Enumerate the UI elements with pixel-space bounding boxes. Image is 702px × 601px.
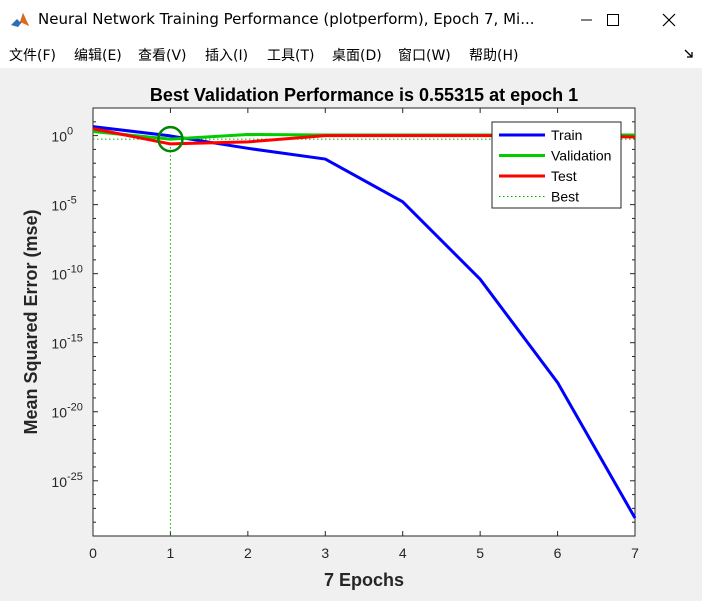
menu-edit[interactable]: 编辑(E) <box>74 48 122 64</box>
y-tick-label: 10 <box>51 129 67 145</box>
menu-desktop[interactable]: 桌面(D) <box>332 48 382 64</box>
menu-tools[interactable]: 工具(T) <box>267 48 315 64</box>
x-tick-label: 6 <box>554 545 562 561</box>
x-tick-label: 5 <box>476 545 484 561</box>
y-tick-exponent: -15 <box>67 333 83 345</box>
y-tick-label: 10 <box>51 405 67 421</box>
y-tick-exponent: -5 <box>67 195 77 207</box>
legend: Train Validation Test Best <box>491 121 622 209</box>
y-tick-label: 10 <box>51 267 67 283</box>
menu-bar: 文件(F) 编辑(E) 查看(V) 插入(I) 工具(T) 桌面(D) 窗口(W… <box>0 40 702 68</box>
legend-label: Test <box>551 168 577 184</box>
minimize-button[interactable] <box>564 0 610 40</box>
chart-title: Best Validation Performance is 0.55315 a… <box>150 85 578 105</box>
y-tick-exponent: 0 <box>67 126 73 138</box>
y-tick-label: 10 <box>51 198 67 214</box>
legend-label: Best <box>551 189 579 205</box>
close-button[interactable] <box>646 0 692 40</box>
minimize-icon <box>581 19 592 21</box>
y-tick-label: 10 <box>51 474 67 490</box>
menu-window[interactable]: 窗口(W) <box>398 48 451 64</box>
y-tick-exponent: -10 <box>67 264 83 276</box>
y-tick-label: 10 <box>51 336 67 352</box>
menu-help[interactable]: 帮助(H) <box>469 48 519 64</box>
figure-area: 0 1 2 3 4 5 6 7 10 0 10 -5 10 -10 10 -15 10 -20 10 -25 Best… <box>0 68 702 596</box>
title-bar: Neural Network Training Performance (plo… <box>0 0 702 40</box>
y-tick-exponent: -20 <box>67 402 83 414</box>
menu-file[interactable]: 文件(F) <box>9 48 56 64</box>
x-tick-label: 4 <box>399 545 407 561</box>
x-axis-label: 7 Epochs <box>324 570 404 590</box>
window-title: Neural Network Training Performance (plo… <box>38 10 535 28</box>
close-icon <box>662 13 676 27</box>
y-axis-label: Mean Squared Error (mse) <box>21 209 41 434</box>
maximize-button[interactable] <box>590 0 636 40</box>
y-tick-exponent: -25 <box>67 471 83 483</box>
x-tick-label: 3 <box>321 545 329 561</box>
x-tick-label: 0 <box>89 545 97 561</box>
maximize-icon <box>607 14 619 26</box>
dock-arrow-icon[interactable] <box>684 48 694 62</box>
best-marker-circle <box>157 125 184 153</box>
x-tick-label: 7 <box>631 545 639 561</box>
menu-view[interactable]: 查看(V) <box>138 48 187 64</box>
matlab-icon <box>10 10 30 30</box>
legend-label: Train <box>551 127 582 143</box>
x-tick-label: 1 <box>167 545 175 561</box>
menu-insert[interactable]: 插入(I) <box>205 48 249 64</box>
legend-label: Validation <box>551 148 611 164</box>
x-tick-label: 2 <box>244 545 252 561</box>
